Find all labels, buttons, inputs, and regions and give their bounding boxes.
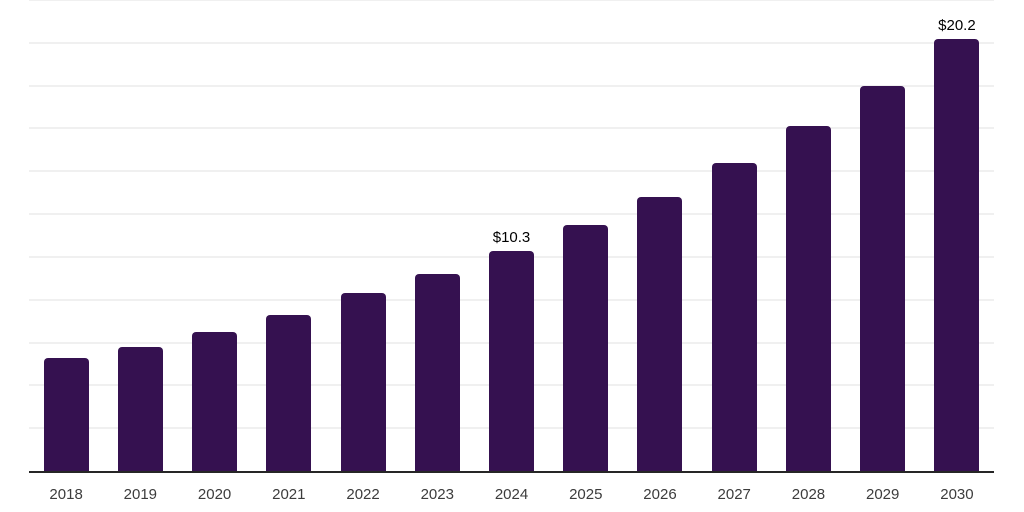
x-tick-label: 2019 (123, 486, 158, 503)
x-tick-label: 2018 (49, 486, 83, 503)
x-tick-label: 2021 (272, 486, 306, 503)
bar (860, 85, 906, 471)
bar-slot (252, 0, 326, 471)
gridline (29, 170, 994, 173)
x-tick-label: 2024 (494, 486, 529, 503)
bar (43, 357, 89, 471)
bar (192, 331, 238, 471)
bar-slot (697, 0, 771, 471)
x-tick-label: 2026 (643, 486, 677, 503)
bar-slot (549, 0, 623, 471)
bar (637, 196, 683, 471)
x-tick-label: 2029 (866, 486, 900, 503)
bar-value-label: $20.2 (938, 16, 976, 34)
bar (785, 126, 831, 471)
bar (563, 224, 609, 471)
bar: $10.3 (489, 229, 535, 471)
bar (340, 293, 386, 471)
bar-slot: $20.2 (920, 0, 994, 471)
x-tick-label: 2028 (791, 486, 826, 503)
bar-slot (177, 0, 251, 471)
gridline (29, 127, 994, 130)
gridline (29, 84, 994, 87)
x-tick-label: 2023 (420, 486, 454, 503)
bar-slot: $10.3 (474, 0, 548, 471)
x-axis-line (29, 471, 994, 473)
gridline (29, 213, 994, 216)
bar (414, 274, 460, 471)
x-tick-label: 2025 (569, 486, 603, 503)
plot-area: $10.3 $20.2 (29, 0, 994, 473)
x-tick-label: 2030 (940, 486, 974, 503)
x-axis-labels: 2018 2019 2020 2021 2022 2023 2024 2025 2026 2027… (29, 473, 994, 512)
gridline (29, 41, 994, 44)
bar (266, 314, 312, 471)
bar-slot (29, 0, 103, 471)
bar-slot (623, 0, 697, 471)
bar-slot (326, 0, 400, 471)
bar (711, 162, 757, 471)
bar-slot (846, 0, 920, 471)
x-tick-label: 2022 (346, 486, 380, 503)
x-tick-label: 2027 (717, 486, 751, 503)
bar-slot (103, 0, 177, 471)
bar-slot (771, 0, 845, 471)
gridline (29, 0, 994, 1)
bars-row: $10.3 $20.2 (29, 0, 994, 471)
bar (117, 346, 163, 471)
bar-slot (400, 0, 474, 471)
x-tick-label: 2020 (197, 486, 232, 503)
bar-value-label: $10.3 (492, 228, 531, 246)
bar: $20.2 (934, 17, 980, 471)
